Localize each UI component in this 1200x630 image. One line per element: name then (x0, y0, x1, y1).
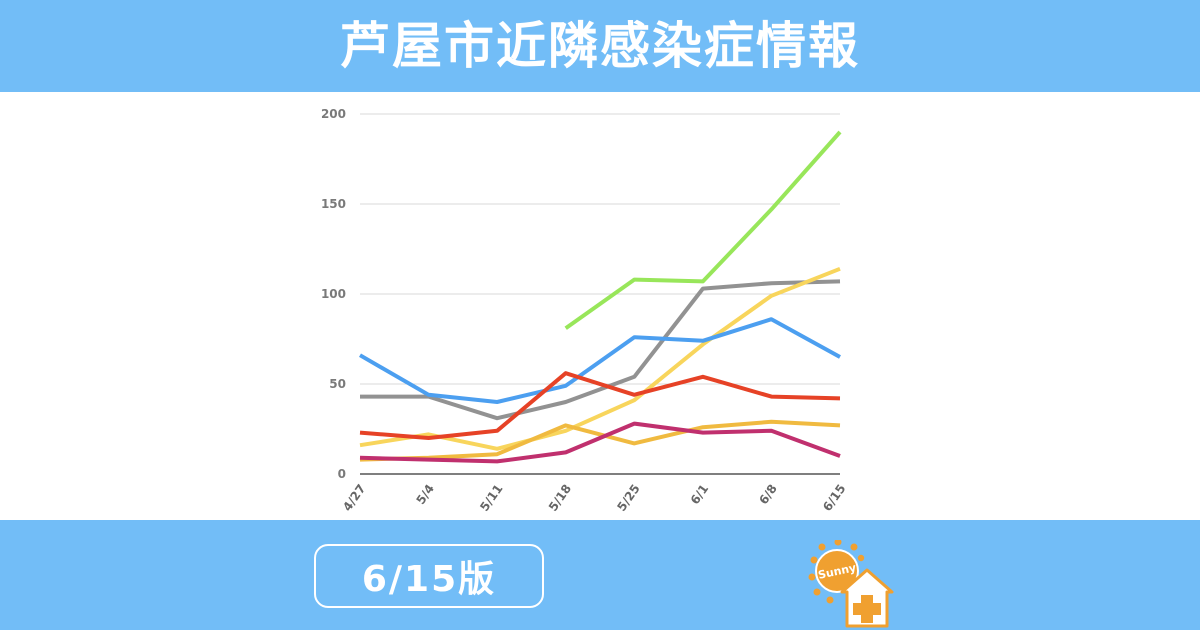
series-line-2 (360, 279, 841, 421)
header-banner: 芦屋市近隣感染症情報 (0, 0, 1200, 92)
x-tick-label: 5/4 (413, 482, 437, 507)
series-line-1 (564, 130, 842, 330)
line-chart: 0 50 100 150 200 4/27 5/4 5/11 5/18 5/25 6/1 6/8 6/1… (321, 107, 849, 514)
x-tick-label: 5/11 (477, 482, 505, 514)
x-tick-label: 5/18 (546, 482, 574, 514)
y-tick-label: 100 (321, 287, 346, 301)
series-line-7 (359, 421, 841, 464)
chart-area: 0 50 100 150 200 4/27 5/4 5/11 5/18 5/25 6/1 6/8 6/1… (0, 92, 1200, 520)
sun-house-plus-logo-icon: Sunny (808, 540, 894, 628)
y-tick-label: 0 (338, 467, 346, 481)
footer-banner: 6/15版 Sunny (0, 520, 1200, 630)
y-tick-label: 200 (321, 107, 346, 121)
x-tick-label: 6/15 (820, 482, 848, 514)
series-line-4 (359, 317, 841, 404)
y-tick-label: 150 (321, 197, 346, 211)
x-tick-label: 4/27 (340, 482, 368, 514)
x-tick-label: 5/25 (614, 482, 642, 514)
edition-label: 6/15版 (361, 559, 497, 600)
x-tick-label: 6/1 (688, 482, 712, 507)
x-tick-label: 6/8 (756, 482, 780, 507)
edition-badge: 6/15版 (314, 544, 544, 608)
y-tick-label: 50 (329, 377, 346, 391)
series-line-6 (359, 419, 841, 462)
series-line-5 (359, 371, 841, 440)
page-title: 芦屋市近隣感染症情報 (340, 17, 860, 75)
